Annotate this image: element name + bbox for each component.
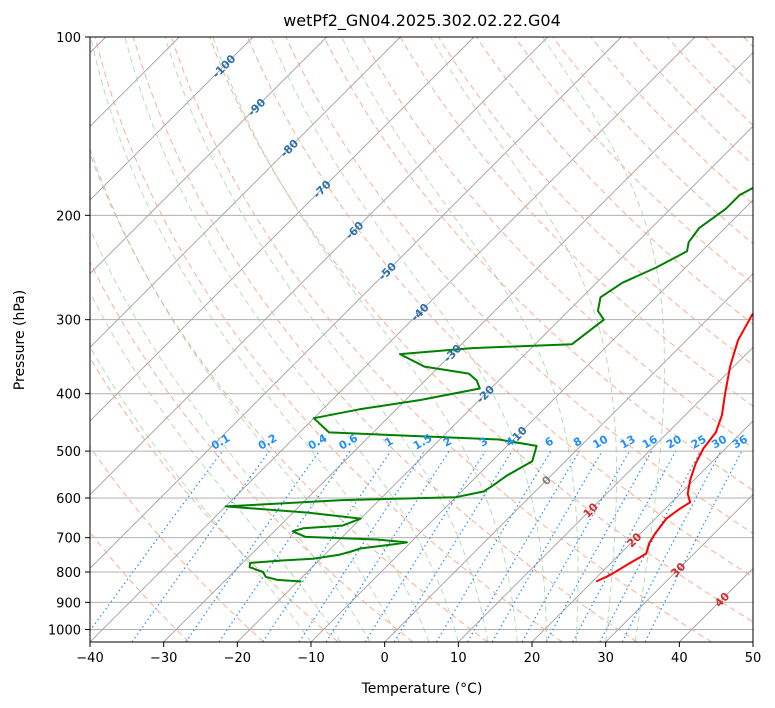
y-tick-label: 700 (56, 532, 81, 547)
plot-background (90, 37, 753, 642)
isotherm-line (531, 420, 753, 642)
moist-adiabat (90, 227, 371, 642)
dry-adiabat (323, 37, 753, 491)
mixing-ratio-line (599, 450, 702, 642)
dry-adiabat (90, 446, 264, 642)
moist-adiabat (542, 37, 665, 642)
isotherm-line (605, 494, 753, 642)
isotherm-line (237, 125, 753, 642)
mixing-ratio-line (466, 450, 580, 642)
mixing-ratio-line (325, 450, 450, 642)
x-tick-label: 30 (597, 651, 614, 666)
isotherm-line (90, 37, 548, 496)
moist-adiabat (212, 37, 518, 642)
profile-line-1 (595, 312, 753, 583)
x-tick-label: 0 (381, 651, 389, 666)
dry-adiabat (399, 37, 753, 407)
y-tick-label: 200 (56, 209, 81, 224)
moist-adiabat (124, 37, 459, 642)
x-tick-label: 50 (745, 651, 762, 666)
y-tick-label: 400 (56, 388, 81, 403)
isotherm-line (90, 37, 475, 422)
plot-frame (89, 36, 754, 643)
y-axis-label: Pressure (hPa) (12, 290, 28, 390)
x-tick-label: −40 (76, 651, 103, 666)
isotherm-line (90, 37, 327, 275)
isotherm-line (458, 346, 753, 642)
mixing-ratio-line (262, 450, 392, 642)
moist-adiabat (90, 291, 341, 642)
moist-adiabat (90, 345, 312, 642)
moist-adiabat (430, 37, 617, 642)
y-tick-label: 900 (56, 596, 81, 611)
x-tick-label: −10 (297, 651, 324, 666)
moist-adiabat (270, 37, 548, 642)
dry-adiabat (90, 260, 414, 642)
isotherm-line (752, 641, 753, 642)
x-tick-label: 10 (450, 651, 467, 666)
x-axis-label: Temperature (°C) (361, 681, 483, 697)
isotherm-line (90, 37, 696, 642)
y-tick-label: 1000 (48, 623, 81, 638)
dry-adiabat (514, 37, 753, 285)
y-tick-label: 500 (56, 445, 81, 460)
mixing-ratio-line (185, 450, 320, 642)
background-lines (90, 37, 753, 642)
moist-adiabat (90, 37, 430, 642)
x-tick-label: 20 (524, 651, 541, 666)
y-axis: 100 200 300 400 500 600 700 800 900 1000 (48, 31, 90, 638)
mixing-ratio-line (298, 450, 425, 642)
isotherm-line (163, 52, 753, 642)
profile-line-2 (224, 186, 753, 583)
x-tick-label: −30 (150, 651, 177, 666)
mixing-ratio-line (435, 450, 552, 642)
x-tick-label: 40 (671, 651, 688, 666)
moist-adiabat (341, 37, 579, 642)
data-series (224, 186, 753, 583)
y-tick-label: 100 (56, 31, 81, 46)
isotherm-line (90, 37, 254, 201)
mixing-ratio-line (572, 450, 677, 642)
mixing-ratio-line (218, 450, 351, 642)
dry-adiabat (628, 37, 753, 166)
dry-adiabat (209, 37, 753, 623)
dry-adiabat (361, 37, 753, 449)
y-tick-label: 800 (56, 566, 81, 581)
y-tick-label: 600 (56, 492, 81, 507)
mixing-ratio-line (364, 450, 486, 642)
x-axis: −40 −30 −20 −10 0 10 20 30 40 50 (76, 642, 761, 666)
moist-adiabat (164, 37, 489, 642)
isotherm-line (90, 37, 622, 569)
x-tick-label: −20 (224, 651, 251, 666)
dry-adiabat (476, 37, 753, 325)
dry-adiabat (247, 37, 753, 578)
mixing-ratio-line (393, 450, 513, 642)
y-tick-label: 300 (56, 314, 81, 329)
dry-adiabat (132, 37, 638, 642)
isotherm-line (90, 37, 401, 348)
chart-title: wetPf2_GN04.2025.302.02.22.G04 (283, 11, 561, 31)
dry-adiabat (94, 37, 563, 642)
isotherm-line (384, 273, 753, 642)
